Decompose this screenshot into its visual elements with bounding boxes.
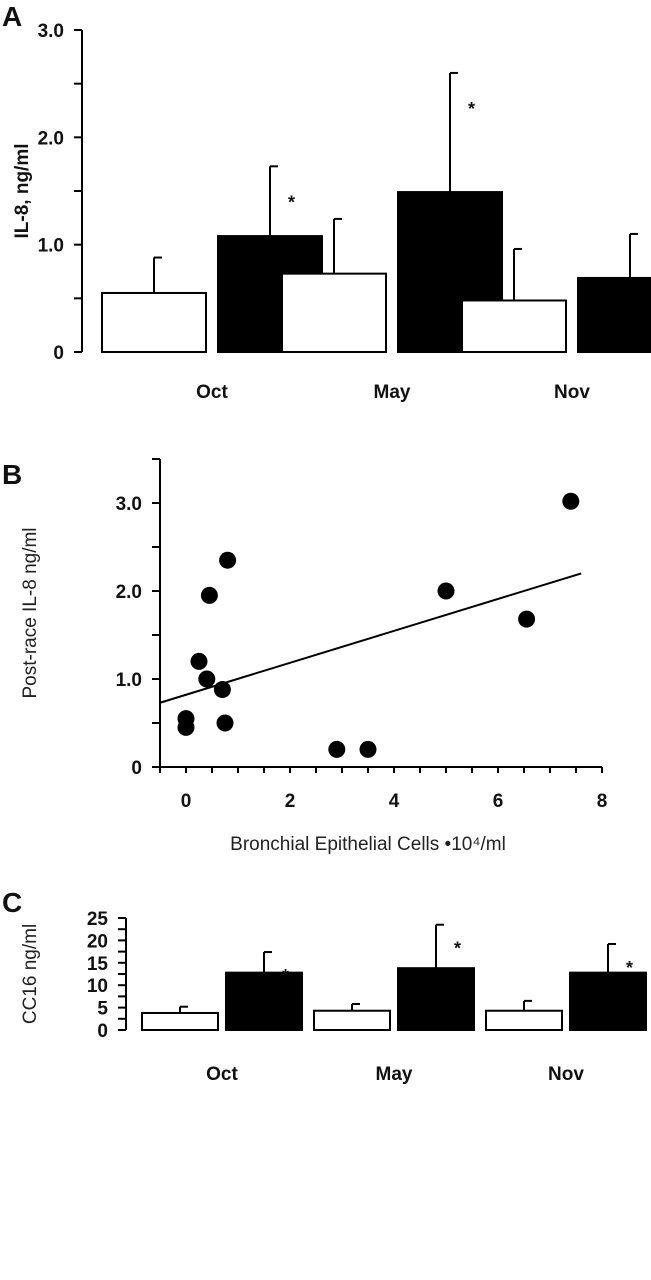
significance-star: * — [626, 958, 633, 978]
significance-star: * — [454, 939, 461, 959]
panel-letter: A — [2, 1, 22, 32]
y-tick-label: 3.0 — [38, 21, 64, 42]
white-bar — [141, 1011, 219, 1032]
x-category-label: Oct — [196, 382, 228, 403]
white-bar — [313, 1009, 391, 1032]
x-category-label: Nov — [554, 382, 590, 403]
y-tick-label: 0 — [53, 343, 64, 364]
y-axis-label: Post-race IL-8 ng/ml — [20, 527, 41, 698]
data-point — [213, 681, 231, 699]
data-point — [190, 652, 208, 670]
x-tick-label: 0 — [181, 791, 192, 812]
panel-a: A 0 1.0 2.0 3.0 IL-8, ng/ml * Oct * May Nov — [2, 1, 651, 403]
y-tick-label: 10 — [87, 976, 108, 997]
y-tick-label: 2.0 — [116, 582, 142, 603]
significance-star: * — [468, 99, 475, 119]
data-point — [359, 740, 377, 758]
y-tick-label: 15 — [87, 954, 109, 975]
y-tick-label: 1.0 — [116, 670, 142, 691]
x-category-label: May — [376, 1064, 413, 1085]
y-tick-label: 0 — [131, 758, 142, 779]
x-category-label: May — [374, 382, 411, 403]
x-tick-label: 2 — [285, 791, 296, 812]
data-point — [328, 740, 346, 758]
data-point — [216, 714, 234, 732]
panel-letter: B — [2, 459, 22, 490]
x-category-label: Oct — [206, 1064, 238, 1085]
y-axis-label: CC16 ng/ml — [20, 924, 41, 1024]
white-bar — [101, 291, 207, 354]
black-bar — [397, 967, 475, 1032]
data-point — [219, 551, 237, 569]
x-tick-label: 6 — [493, 791, 504, 812]
significance-star: * — [288, 192, 295, 212]
y-tick-label: 1.0 — [38, 236, 64, 257]
data-point — [177, 718, 195, 736]
data-point — [198, 670, 216, 688]
y-axis-label: IL-8, ng/ml — [12, 144, 33, 239]
x-tick-label: 4 — [389, 791, 400, 812]
data-point — [518, 610, 536, 628]
y-tick-label: 25 — [87, 909, 109, 930]
white-bar — [281, 272, 387, 353]
panel-b: B 0 1.0 2.0 3.0 0 2 4 6 8 Bronchial Epithelial Cel… — [2, 458, 608, 855]
x-axis-label: Bronchial Epithelial Cells •10⁴/ml — [230, 834, 506, 855]
y-tick-label: 5 — [97, 999, 108, 1020]
y-tick-label: 0 — [97, 1021, 108, 1042]
x-tick-label: 8 — [597, 791, 608, 812]
significance-star: * — [282, 966, 289, 986]
data-point — [437, 582, 455, 600]
white-bar — [461, 299, 567, 354]
black-bar — [225, 971, 303, 1032]
black-bar — [577, 276, 651, 353]
white-bar — [485, 1009, 563, 1032]
x-category-label: Nov — [548, 1064, 584, 1085]
data-point — [200, 586, 218, 604]
data-point — [562, 492, 580, 510]
y-tick-label: 3.0 — [116, 494, 142, 515]
y-tick-label: 20 — [87, 931, 108, 952]
y-tick-label: 2.0 — [38, 128, 64, 149]
trendline — [159, 572, 582, 704]
panel-letter: C — [2, 887, 22, 918]
black-bar — [569, 971, 647, 1032]
